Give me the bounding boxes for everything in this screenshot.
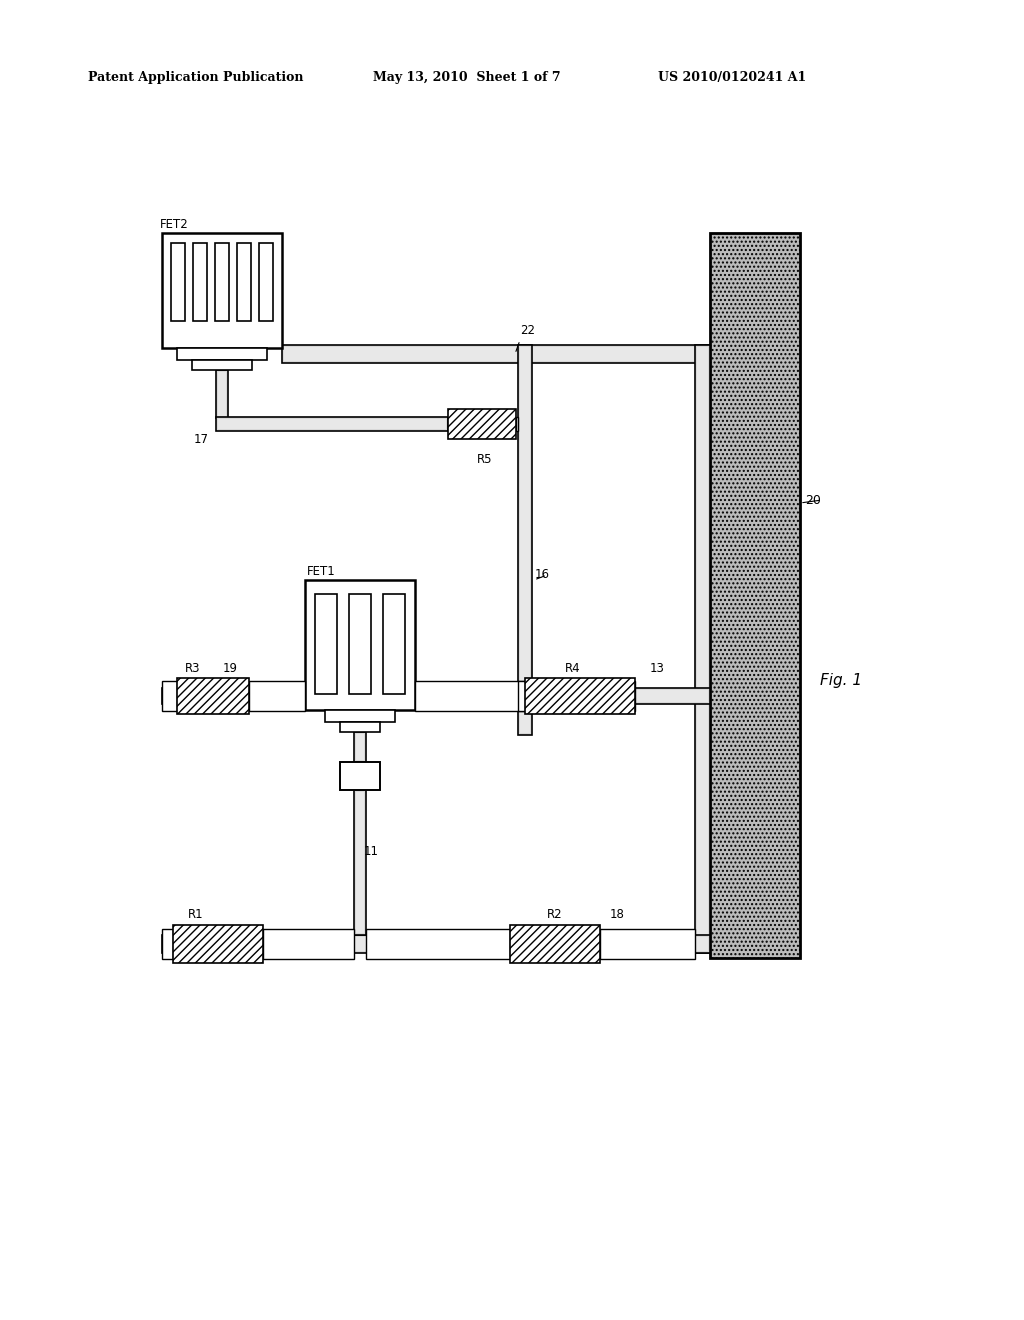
Text: Patent Application Publication: Patent Application Publication [88, 71, 303, 84]
Bar [249, 681, 305, 711]
Text: 19: 19 [223, 663, 238, 675]
Bar [415, 688, 518, 704]
Bar [216, 417, 449, 432]
Bar [356, 792, 364, 933]
Bar [520, 347, 530, 733]
Bar [305, 579, 415, 710]
Bar [695, 345, 710, 953]
Bar [415, 681, 525, 711]
Bar [354, 789, 366, 935]
Bar [164, 937, 708, 950]
Bar [710, 234, 800, 958]
Text: R5: R5 [477, 453, 493, 466]
Bar [171, 243, 185, 321]
Bar [532, 688, 710, 704]
Bar [162, 688, 305, 704]
Bar [162, 681, 177, 711]
Bar [263, 929, 354, 960]
Bar [600, 929, 695, 960]
Bar [164, 690, 303, 702]
Text: 22: 22 [520, 323, 535, 337]
Bar [173, 925, 263, 964]
Bar [510, 925, 600, 964]
Bar [697, 347, 708, 950]
Bar [534, 690, 708, 702]
Bar [215, 243, 229, 321]
Bar [449, 409, 516, 440]
Bar [354, 733, 366, 762]
Bar [284, 347, 708, 360]
Bar [516, 417, 518, 432]
Text: 16: 16 [535, 569, 550, 582]
Bar [237, 243, 251, 321]
Bar [340, 762, 380, 789]
Text: 17: 17 [194, 433, 209, 446]
Text: R1: R1 [188, 908, 204, 921]
Bar [315, 594, 337, 694]
Bar [218, 418, 446, 429]
Bar [193, 243, 207, 321]
Bar [162, 234, 282, 348]
Bar [282, 345, 710, 363]
Bar [366, 929, 510, 960]
Bar [218, 372, 226, 416]
Bar [193, 360, 252, 370]
Bar [177, 348, 267, 360]
Text: 18: 18 [610, 908, 625, 921]
Text: 13: 13 [650, 663, 665, 675]
Bar [259, 243, 273, 321]
Bar [525, 678, 635, 714]
Bar [356, 734, 364, 760]
Bar [325, 710, 395, 722]
Bar [162, 935, 710, 953]
Text: May 13, 2010  Sheet 1 of 7: May 13, 2010 Sheet 1 of 7 [373, 71, 560, 84]
Bar [340, 722, 380, 733]
Text: 11: 11 [364, 845, 379, 858]
Bar [162, 929, 173, 960]
Bar [177, 678, 249, 714]
Bar [417, 690, 516, 702]
Bar [518, 681, 635, 711]
Text: 20: 20 [805, 494, 821, 507]
Text: FET2: FET2 [160, 218, 188, 231]
Bar [518, 345, 532, 735]
Bar [216, 370, 228, 418]
Text: FET1: FET1 [307, 565, 336, 578]
Text: Fig. 1: Fig. 1 [820, 672, 862, 688]
Text: 12: 12 [364, 780, 379, 793]
Bar [383, 594, 406, 694]
Text: R2: R2 [547, 908, 562, 921]
Text: R4: R4 [565, 663, 581, 675]
Bar [349, 594, 371, 694]
Text: US 2010/0120241 A1: US 2010/0120241 A1 [658, 71, 806, 84]
Text: R3: R3 [185, 663, 201, 675]
